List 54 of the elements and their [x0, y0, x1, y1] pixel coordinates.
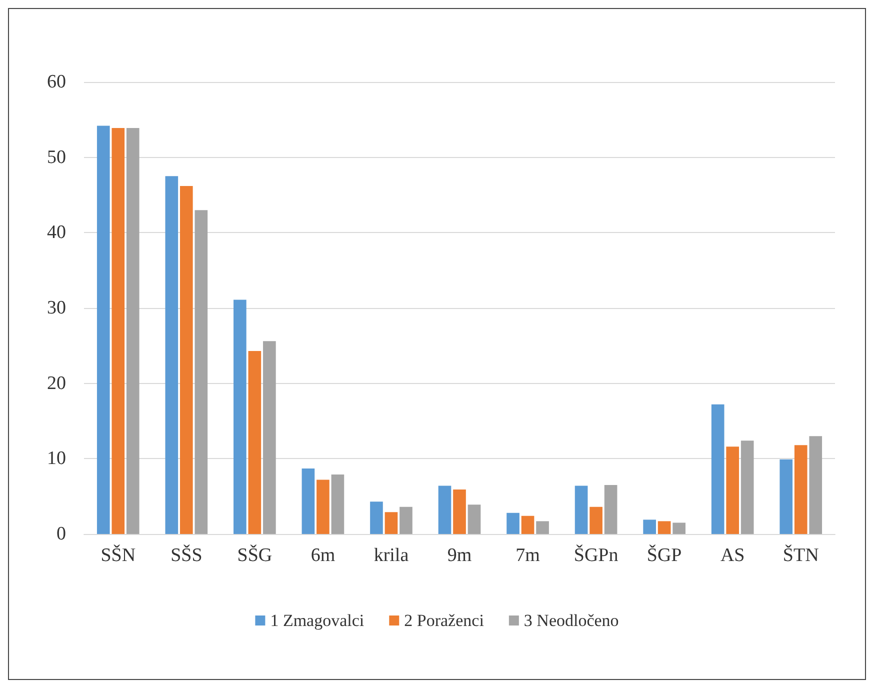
- bar: [574, 486, 588, 534]
- bar: [234, 300, 246, 534]
- bar: [468, 504, 481, 534]
- bar: [126, 128, 140, 534]
- y-tick-label: 0: [56, 524, 66, 544]
- x-tick-label: SŠS: [170, 544, 202, 566]
- x-tick-label: SŠG: [237, 544, 272, 566]
- y-tick-label: 40: [47, 222, 66, 244]
- bar: [726, 446, 740, 534]
- bar: [780, 459, 793, 534]
- bar: [711, 404, 724, 534]
- x-tick-label: ŠTN: [782, 544, 820, 566]
- bar: [400, 506, 412, 534]
- bar: [112, 128, 125, 534]
- bar: [506, 512, 520, 534]
- y-tick-label: 20: [47, 372, 66, 394]
- y-tick-label: 50: [47, 146, 66, 168]
- bar: [194, 210, 208, 534]
- x-tick-label: ŠGP: [646, 544, 682, 566]
- x-tick-label: 7m: [516, 545, 540, 566]
- bar: [438, 486, 452, 534]
- y-tick-label: 60: [47, 72, 66, 92]
- bar: [604, 485, 618, 534]
- x-tick-label: SŠN: [100, 544, 136, 566]
- y-tick-label: 10: [47, 448, 66, 470]
- bar: [672, 522, 686, 534]
- bar: [316, 480, 330, 534]
- x-tick-label: 9m: [447, 545, 472, 566]
- bar: [384, 512, 398, 534]
- bar: [165, 176, 178, 534]
- bar: [643, 520, 656, 534]
- bar: [180, 186, 193, 534]
- bar: [590, 506, 602, 534]
- bar: [263, 341, 276, 534]
- bar: [658, 521, 671, 534]
- bar: [248, 350, 262, 534]
- x-tick-label: 6m: [310, 545, 336, 566]
- bar: [96, 126, 110, 534]
- bar: [740, 440, 754, 534]
- bar: [521, 516, 534, 534]
- bar: [331, 474, 344, 534]
- x-tick-label: krila: [374, 545, 410, 566]
- x-tick-label: AS: [720, 545, 745, 566]
- legend-label: 2 Poraženci: [404, 611, 484, 630]
- bar: [302, 468, 315, 534]
- bar: [809, 436, 822, 534]
- x-tick-label: ŠGPn: [574, 544, 619, 566]
- bar: [370, 502, 383, 534]
- legend-label: 1 Zmagovalci: [270, 611, 364, 630]
- legend-label: 3 Neodločeno: [524, 611, 619, 630]
- bar: [536, 521, 549, 534]
- y-tick-label: 30: [47, 298, 66, 318]
- bar: [794, 445, 808, 534]
- bar: [453, 490, 466, 534]
